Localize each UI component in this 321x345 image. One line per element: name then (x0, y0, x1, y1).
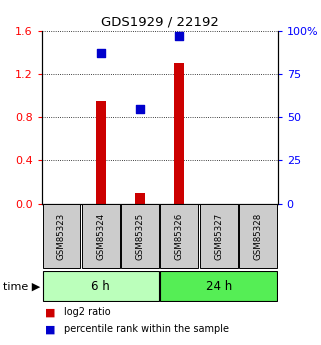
Title: GDS1929 / 22192: GDS1929 / 22192 (101, 16, 219, 29)
Bar (174, 63, 184, 204)
Text: log2 ratio: log2 ratio (64, 307, 111, 317)
FancyBboxPatch shape (42, 204, 80, 268)
Point (137, 106, 143, 111)
Text: GSM85328: GSM85328 (254, 213, 263, 260)
Bar (135, 193, 145, 204)
Text: time ▶: time ▶ (3, 282, 40, 291)
Bar (96, 101, 106, 204)
Point (98, 51, 103, 56)
FancyBboxPatch shape (42, 272, 159, 301)
FancyBboxPatch shape (200, 204, 238, 268)
Text: ■: ■ (45, 325, 56, 334)
FancyBboxPatch shape (160, 272, 277, 301)
FancyBboxPatch shape (160, 204, 198, 268)
Point (177, 33, 182, 39)
FancyBboxPatch shape (82, 204, 120, 268)
Text: GSM85327: GSM85327 (214, 213, 223, 260)
Text: ■: ■ (45, 307, 56, 317)
Text: GSM85326: GSM85326 (175, 213, 184, 260)
Text: GSM85325: GSM85325 (135, 213, 144, 260)
Text: percentile rank within the sample: percentile rank within the sample (64, 325, 229, 334)
Text: GSM85323: GSM85323 (57, 213, 66, 260)
Text: 6 h: 6 h (91, 280, 110, 293)
Text: GSM85324: GSM85324 (96, 213, 105, 260)
FancyBboxPatch shape (121, 204, 159, 268)
Text: 24 h: 24 h (205, 280, 232, 293)
FancyBboxPatch shape (239, 204, 277, 268)
